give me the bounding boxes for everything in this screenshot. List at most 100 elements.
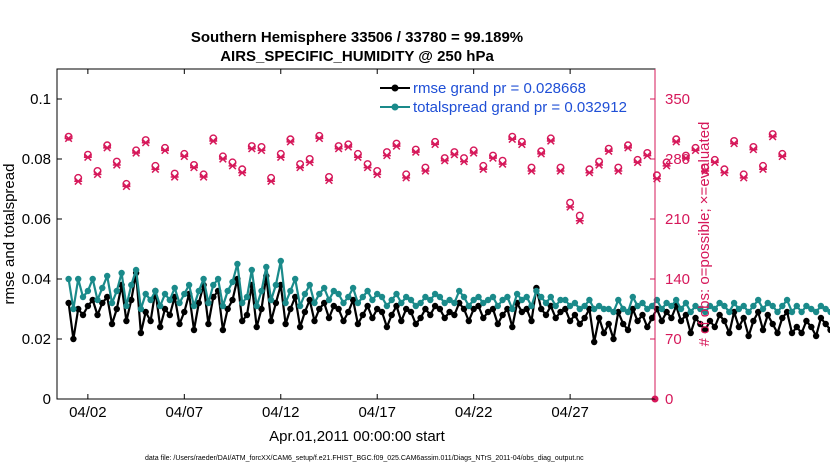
point-totalspread [311,299,318,307]
point-totalspread [108,299,116,307]
point-rmse [335,305,342,313]
point-totalspread [277,257,284,265]
plot-area [57,69,655,399]
point-nobs_possible [64,132,73,141]
point-rmse [446,308,453,316]
point-rmse [393,302,400,310]
point-totalspread [682,299,690,307]
point-rmse [441,314,448,322]
point-rmse [716,311,723,319]
point-nobs_evaluated [778,152,787,161]
point-totalspread [383,302,391,310]
point-totalspread [75,275,82,283]
point-nobs_evaluated [190,163,198,172]
point-rmse [484,308,492,316]
point-totalspread [750,302,757,310]
point-totalspread [436,293,444,301]
point-rmse [788,329,796,337]
point-rmse [624,326,632,334]
point-totalspread [721,302,728,310]
point-totalspread [812,308,820,316]
point-rmse [697,320,704,328]
point-totalspread [123,302,130,310]
point-totalspread [504,293,511,301]
x-tick-label: 04/17 [358,404,396,421]
point-totalspread [542,299,550,307]
point-nobs_evaluated [180,152,189,161]
point-rmse [287,305,294,313]
point-totalspread [104,272,111,280]
point-nobs_evaluated [334,144,343,153]
point-rmse [364,302,371,310]
point-rmse [557,308,564,316]
point-rmse [581,314,588,322]
y-tick-label-left: 0.04 [22,271,51,288]
y-tick-label-left: 0.06 [22,211,51,228]
point-totalspread [65,275,72,283]
point-rmse [475,302,482,310]
point-totalspread [774,308,781,316]
point-totalspread [624,308,632,316]
point-rmse [774,329,781,337]
point-nobs_evaluated [662,162,671,170]
point-totalspread [99,284,106,292]
y-tick-label-right: 70 [665,331,682,348]
point-nobs_evaluated [257,146,266,155]
point-nobs_evaluated [103,144,112,152]
point-rmse [702,326,709,334]
point-totalspread [427,296,434,304]
point-nobs_evaluated [170,173,179,181]
point-totalspread [369,296,376,304]
point-rmse [451,311,458,319]
point-nobs_evaluated [566,203,575,211]
point-totalspread [644,305,651,313]
point-nobs_evaluated [238,168,247,177]
point-totalspread [702,308,709,316]
point-totalspread [113,287,121,295]
point-totalspread [132,266,140,274]
point-rmse [427,311,434,319]
point-totalspread [407,296,415,304]
point-rmse [166,311,173,319]
point-rmse [658,317,665,325]
point-totalspread [287,287,294,295]
point-nobs_evaluated [537,150,546,158]
point-rmse [378,308,386,316]
point-totalspread [70,305,77,313]
point-rmse [412,320,419,328]
point-nobs_evaluated [315,134,324,143]
point-nobs_evaluated [325,176,333,185]
point-rmse [735,323,743,331]
point-totalspread [460,293,468,301]
point-rmse [229,296,236,304]
point-rmse [668,314,675,322]
point-nobs_evaluated [575,216,584,225]
point-totalspread [161,290,169,298]
point-nobs_evaluated [710,158,719,167]
legend-marker-rmse [391,84,399,92]
x-tick-label: 04/27 [551,404,589,421]
point-rmse [509,323,516,331]
point-rmse [634,317,641,325]
point-totalspread [788,308,796,316]
point-rmse [663,308,670,316]
point-rmse [345,308,352,316]
point-rmse [562,305,569,313]
point-totalspread [441,299,448,307]
point-nobs_evaluated [151,165,160,174]
point-nobs_evaluated [296,163,305,172]
point-nobs_evaluated [373,170,382,179]
x-tick-label: 04/07 [166,404,204,421]
point-rmse [359,311,366,319]
point-rmse [518,308,526,316]
point-nobs_evaluated [64,134,73,143]
point-rmse [108,320,116,328]
point-rmse [181,308,188,316]
point-rmse [793,323,800,331]
point-totalspread [325,296,333,304]
point-totalspread [354,299,362,307]
point-rmse [84,302,92,310]
point-totalspread [378,293,386,301]
point-totalspread [716,299,723,307]
